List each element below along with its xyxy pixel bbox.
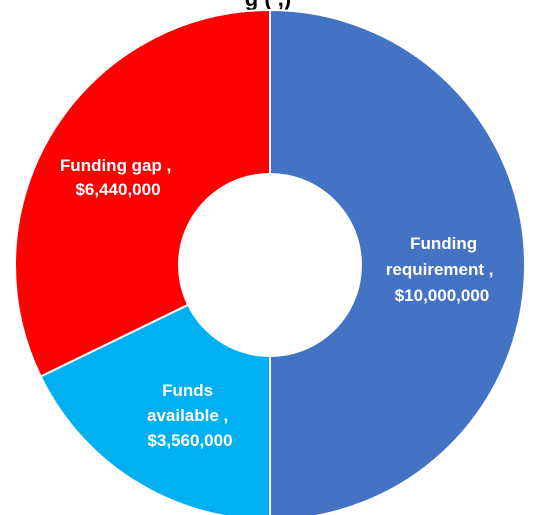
slice-label-funds-available-line2: available , — [147, 406, 228, 425]
slice-label-funds-available-line1: Funds — [162, 381, 213, 400]
slice-label-funding-gap-line1: Funding gap , — [60, 156, 171, 175]
donut-hole — [178, 173, 362, 357]
slice-label-funding-requirement: Funding requirement , $10,000,000 — [386, 234, 498, 305]
slice-label-funding-requirement-value: $10,000,000 — [395, 286, 490, 305]
slice-funding-requirement — [269, 8, 526, 515]
slice-label-funds-available-value: $3,560,000 — [147, 431, 232, 450]
slice-label-funding-gap: Funding gap , $6,440,000 — [60, 156, 176, 199]
slice-label-funding-requirement-line2: requirement , — [386, 260, 494, 279]
slice-label-funding-gap-value: $6,440,000 — [75, 180, 160, 199]
slice-label-funding-requirement-line1: Funding — [410, 234, 477, 253]
slice-label-funds-available: Funds available , $3,560,000 — [147, 381, 233, 450]
chart-title-partial: g ( ,) — [245, 0, 291, 11]
